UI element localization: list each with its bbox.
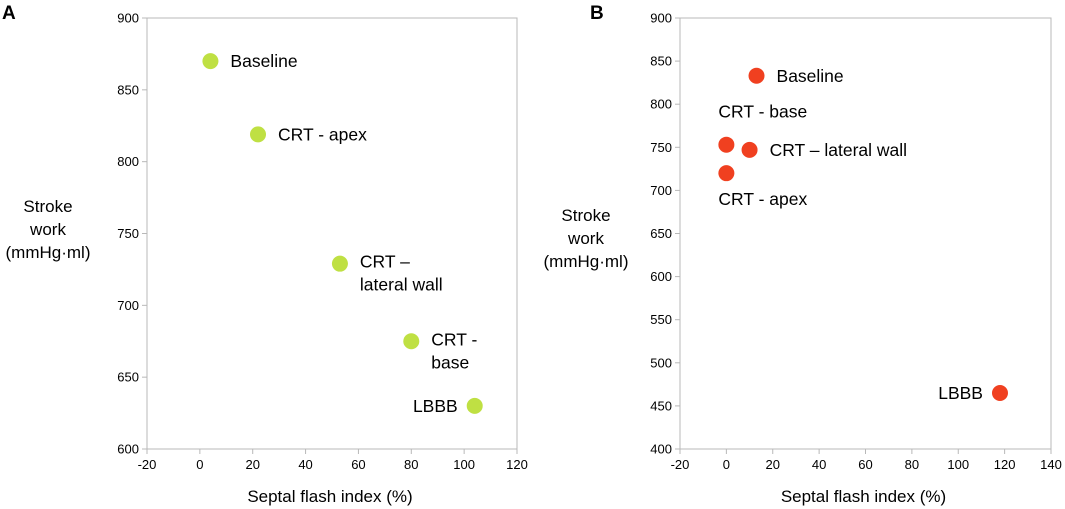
panel-b-y-tick-label: 600 (650, 269, 672, 284)
panel-b-y-tick-label: 550 (650, 312, 672, 327)
panel-a-y-tick-label: 750 (117, 226, 139, 241)
panel-b-point-label-1: Baseline (777, 66, 844, 86)
panel-b-data-point-4 (718, 165, 735, 182)
panel-b-y-axis-title: Stroke (561, 206, 610, 225)
panel-b-y-tick-label: 850 (650, 54, 672, 69)
panel-a-y-tick-label: 700 (117, 298, 139, 313)
panel-a-x-tick-label: 40 (298, 457, 312, 472)
panel-b-x-tick-label: 140 (1040, 457, 1062, 472)
panel-b-x-tick-label: 0 (723, 457, 730, 472)
panel-b-point-label-5: LBBB (938, 383, 983, 403)
panel-b-point-label-3: CRT – lateral wall (770, 140, 907, 160)
panel-a-point-label-3: lateral wall (360, 275, 443, 295)
panel-b-letter: B (590, 3, 604, 24)
panel-a-point-label-1: Baseline (230, 51, 297, 71)
panel-b-x-tick-label: 120 (994, 457, 1016, 472)
panel-b-plot-frame (679, 17, 1052, 450)
panel-b-x-tick-label: -20 (671, 457, 690, 472)
panel-b-data-point-2 (718, 136, 735, 153)
panel-b-data-point-1 (748, 67, 765, 84)
panel-a-x-tick-label: 60 (351, 457, 365, 472)
panel-a-data-point-4 (403, 333, 420, 350)
panel-b-data-point-5 (991, 384, 1008, 401)
panel-a-plot-frame (146, 17, 518, 450)
panel-a-x-tick-label: 80 (404, 457, 418, 472)
panel-a-data-point-1 (202, 53, 219, 70)
panel-b-y-tick-label: 650 (650, 226, 672, 241)
panel-a-y-tick-label: 850 (117, 82, 139, 97)
panel-a-point-label-5: LBBB (413, 396, 458, 416)
panel-a-y-tick-label: 600 (117, 442, 139, 457)
panel-a-x-tick-label: 20 (245, 457, 259, 472)
panel-a-point-label-4: base (431, 352, 469, 372)
panel-b-data-point-3 (741, 141, 758, 158)
panel-b-point-label-2: CRT - base (718, 102, 807, 122)
panel-a-y-tick-label: 800 (117, 154, 139, 169)
panel-b-y-tick-label: 700 (650, 183, 672, 198)
panel-b-x-axis-title: Septal flash index (%) (781, 487, 946, 506)
panel-b-y-tick-label: 800 (650, 97, 672, 112)
panel-b-x-tick-label: 60 (858, 457, 872, 472)
panel-a-y-axis-title: (mmHg·ml) (6, 243, 91, 262)
panel-b-y-axis-title: work (567, 229, 604, 248)
panel-a-x-tick-label: 100 (453, 457, 475, 472)
panel-a-point-label-3: CRT – (360, 252, 410, 272)
panel-b-y-tick-label: 900 (650, 11, 672, 26)
panel-a-x-tick-label: 0 (196, 457, 203, 472)
panel-b-x-tick-label: 80 (905, 457, 919, 472)
panel-b-y-tick-label: 500 (650, 355, 672, 370)
panel-b-x-tick-label: 40 (812, 457, 826, 472)
panel-a-x-tick-label: 120 (506, 457, 528, 472)
panel-b-x-tick-label: 100 (947, 457, 969, 472)
panel-a-data-point-5 (466, 397, 483, 414)
panel-b-point-label-4: CRT - apex (718, 189, 807, 209)
panel-a-y-axis-title: Stroke (23, 197, 72, 216)
panel-a-data-point-3 (331, 255, 348, 272)
panel-a-y-tick-label: 650 (117, 370, 139, 385)
panel-a-x-axis-title: Septal flash index (%) (247, 487, 412, 506)
panel-a-data-point-2 (250, 126, 266, 143)
panel-b-y-tick-label: 400 (650, 442, 672, 457)
panel-b-y-tick-label: 750 (650, 140, 672, 155)
panel-a-letter: A (2, 3, 16, 24)
panel-a-x-tick-label: -20 (138, 457, 157, 472)
panel-a-point-label-2: CRT - apex (278, 124, 367, 144)
panel-b-y-tick-label: 450 (650, 398, 672, 413)
panel-a-point-label-4: CRT - (431, 329, 477, 349)
panel-b-y-axis-title: (mmHg·ml) (544, 252, 629, 271)
panel-b-x-tick-label: 20 (766, 457, 780, 472)
panel-a-y-tick-label: 900 (117, 11, 139, 26)
panel-a-y-axis-title: work (29, 220, 66, 239)
